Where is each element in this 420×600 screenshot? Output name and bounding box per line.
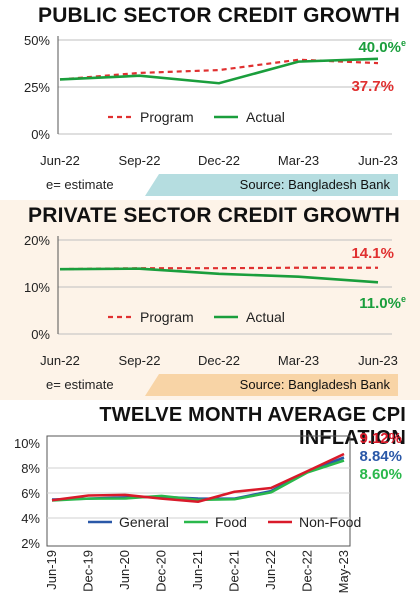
legend-actual-label: Actual xyxy=(246,309,285,325)
y-tick-label: 4% xyxy=(21,511,40,526)
y-tick-label: 10% xyxy=(24,280,50,295)
actual-line xyxy=(59,267,379,284)
x-tick-label: Mar-23 xyxy=(278,153,319,168)
legend-label: Food xyxy=(215,514,247,530)
nonfood-line xyxy=(51,452,345,504)
footnote: e= estimate xyxy=(46,377,114,392)
legend-label: General xyxy=(119,514,169,530)
x-tick-label: Dec-22 xyxy=(300,550,315,592)
chart-title: PUBLIC SECTOR CREDIT GROWTH xyxy=(37,4,400,27)
source-banner-bg xyxy=(145,174,398,196)
public-credit-panel: PUBLIC SECTOR CREDIT GROWTH 0% 25% 50% Jun-… xyxy=(0,0,420,200)
x-tick-label: Mar-23 xyxy=(278,353,319,368)
y-tick-label: 10% xyxy=(14,436,40,451)
footnote: e= estimate xyxy=(46,177,114,192)
legend-program-label: Program xyxy=(140,109,194,125)
y-tick-label: 20% xyxy=(24,233,50,248)
x-tick-label: Jun-22 xyxy=(40,153,80,168)
x-tick-label: Dec-20 xyxy=(154,550,169,592)
x-tick-label: Jun-20 xyxy=(117,550,132,590)
chart-title: TWELVE MONTH AVERAGE CPI INFLATION xyxy=(99,404,406,449)
y-tick-label: 6% xyxy=(21,486,40,501)
x-tick-label: Jun-19 xyxy=(44,550,59,590)
source-banner: Source: Bangladesh Bank xyxy=(145,374,398,396)
x-tick-label: Dec-22 xyxy=(198,153,240,168)
x-tick-label: May-23 xyxy=(336,550,351,593)
x-tick-label: Jun-23 xyxy=(358,153,398,168)
program-line xyxy=(59,266,378,271)
x-tick-label: Dec-19 xyxy=(81,550,96,592)
actual-value-label: 11.0%e xyxy=(359,294,406,312)
cpi-inflation-panel: TWELVE MONTH AVERAGE CPI INFLATION 2% 4% 6… xyxy=(0,400,420,600)
x-tick-label: Sep-22 xyxy=(119,353,161,368)
y-tick-label: 2% xyxy=(21,536,40,551)
source-text: Source: Bangladesh Bank xyxy=(239,177,390,192)
x-tick-label: Sep-22 xyxy=(119,153,161,168)
x-tick-label: Jun-23 xyxy=(358,353,398,368)
program-value-label: 14.1% xyxy=(351,245,394,262)
legend-program-label: Program xyxy=(140,309,194,325)
source-banner-bg xyxy=(145,374,398,396)
chart-title: PRIVATE SECTOR CREDIT GROWTH xyxy=(28,204,400,227)
cpi-inflation-chart: 2% 4% 6% 8% 10% Jun-19 Dec-19 Jun-20 Dec-20 Jun-2… xyxy=(14,430,402,593)
y-tick-label: 8% xyxy=(21,461,40,476)
public-credit-chart: 0% 25% 50% Jun-22 Sep-22 Dec-22 Mar-23 Jun-23 Pr… xyxy=(24,33,406,168)
chart-footer: e= estimate Source: Bangladesh Bank xyxy=(0,174,420,196)
y-tick-label: 50% xyxy=(24,33,50,48)
x-tick-label: Jun-21 xyxy=(190,550,205,590)
y-tick-label: 0% xyxy=(31,127,50,142)
source-banner: Source: Bangladesh Bank xyxy=(145,174,398,196)
program-value-label: 37.7% xyxy=(351,78,394,95)
y-tick-label: 25% xyxy=(24,80,50,95)
plot-frame xyxy=(46,435,351,547)
general-value-label: 8.84% xyxy=(359,448,402,465)
x-tick-label: Dec-22 xyxy=(198,353,240,368)
x-tick-label: Dec-21 xyxy=(227,550,242,592)
chart-footer: e= estimate Source: Bangladesh Bank xyxy=(0,374,420,396)
private-credit-panel: PRIVATE SECTOR CREDIT GROWTH 0% 10% 20% Jun… xyxy=(0,200,420,400)
nonfood-value-label: 9.12% xyxy=(359,430,402,447)
actual-line xyxy=(59,57,379,85)
x-tick-label: Jun-22 xyxy=(263,550,278,590)
legend-actual-label: Actual xyxy=(246,109,285,125)
source-text: Source: Bangladesh Bank xyxy=(239,377,390,392)
actual-value-label: 40.0%e xyxy=(358,38,406,56)
y-tick-label: 0% xyxy=(31,327,50,342)
food-value-label: 8.60% xyxy=(359,466,402,483)
private-credit-chart: 0% 10% 20% Jun-22 Sep-22 Dec-22 Mar-23 Jun-23 Pr… xyxy=(24,233,406,368)
legend-label: Non-Food xyxy=(299,514,361,530)
food-line xyxy=(51,459,345,502)
x-tick-label: Jun-22 xyxy=(40,353,80,368)
